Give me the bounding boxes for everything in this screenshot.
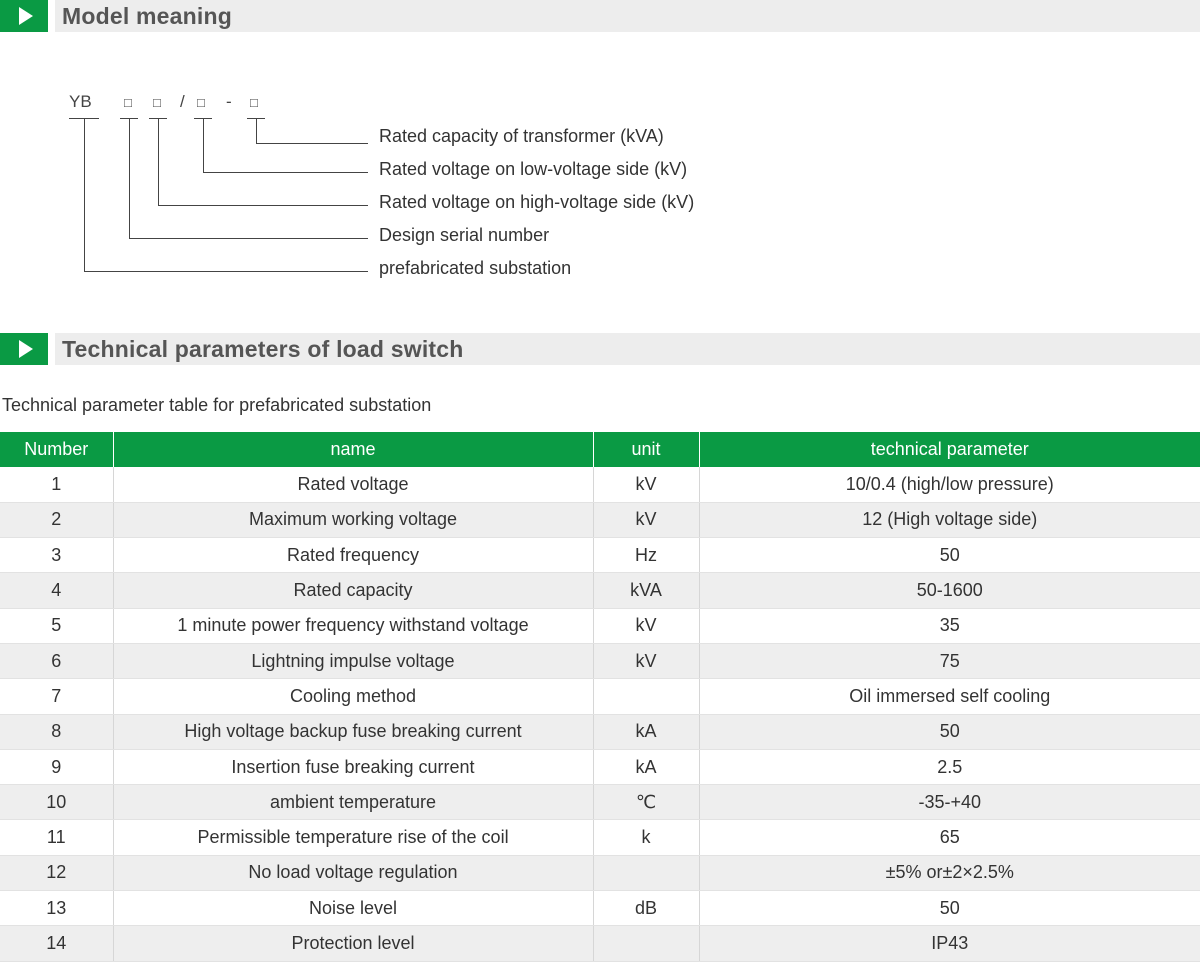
cell-name: Rated frequency	[113, 537, 594, 574]
cell-unit: kV	[593, 467, 700, 503]
legend-prefabricated: prefabricated substation	[379, 258, 572, 278]
cell-value: 35	[699, 608, 1200, 644]
table-caption: Technical parameter table for prefabrica…	[2, 395, 432, 415]
header-name: name	[113, 432, 594, 467]
header-number: Number	[0, 432, 114, 467]
table-row: 11 Permissible temperature rise of the co…	[0, 819, 1200, 856]
cell-value: 50-1600	[699, 572, 1200, 609]
table-row: 2 Maximum working voltage kV 12 (High volta…	[0, 502, 1200, 539]
table-row: 7 Cooling method Oil immersed self cooling	[0, 678, 1200, 715]
play-icon	[0, 333, 48, 365]
table-row: 6 Lightning impulse voltage kV 75	[0, 643, 1200, 680]
cell-number: 4	[0, 572, 114, 609]
cell-value: ±5% or±2×2.5%	[699, 855, 1200, 892]
section-title: Technical parameters of load switch	[62, 335, 464, 362]
table-row: 3 Rated frequency Hz 50	[0, 537, 1200, 574]
table-row: 13 Noise level dB 50	[0, 890, 1200, 927]
cell-value: Oil immersed self cooling	[699, 678, 1200, 715]
legend-low-voltage: Rated voltage on low-voltage side (kV)	[379, 159, 688, 179]
legend-design-serial: Design serial number	[379, 225, 550, 245]
model-prefix: YB	[69, 92, 92, 111]
cell-number: 6	[0, 643, 114, 680]
cell-unit: kV	[593, 643, 700, 680]
header-technical-parameter: technical parameter	[699, 432, 1200, 467]
cell-unit: ℃	[593, 784, 700, 821]
cell-name: Protection level	[113, 925, 594, 962]
table-row: 8 High voltage backup fuse breaking curre…	[0, 714, 1200, 750]
cell-unit: kA	[593, 749, 700, 786]
cell-unit	[593, 678, 700, 715]
cell-number: 12	[0, 855, 114, 892]
cell-name: Insertion fuse breaking current	[113, 749, 594, 786]
cell-unit: kA	[593, 714, 700, 750]
table-row: 1 Rated voltage kV 10/0.4 (high/low pressur…	[0, 467, 1200, 503]
cell-unit	[593, 855, 700, 892]
cell-unit: Hz	[593, 537, 700, 574]
cell-name: No load voltage regulation	[113, 855, 594, 892]
cell-value: 12 (High voltage side)	[699, 502, 1200, 539]
cell-name: High voltage backup fuse breaking curren…	[113, 714, 594, 750]
cell-value: 75	[699, 643, 1200, 680]
code-dash: -	[226, 92, 232, 111]
header-unit: unit	[593, 432, 700, 467]
cell-name: Permissible temperature rise of the coil	[113, 819, 594, 856]
code-slash: /	[180, 92, 185, 111]
legend-rated-capacity: Rated capacity of transformer (kVA)	[379, 126, 664, 146]
cell-number: 9	[0, 749, 114, 786]
cell-name: Cooling method	[113, 678, 594, 715]
cell-name: ambient temperature	[113, 784, 594, 821]
cell-unit	[593, 925, 700, 962]
cell-name: Rated capacity	[113, 572, 594, 609]
cell-unit: kV	[593, 502, 700, 539]
cell-number: 1	[0, 467, 114, 503]
table-row: 12 No load voltage regulation ±5% or±2×2.5…	[0, 855, 1200, 892]
cell-number: 10	[0, 784, 114, 821]
cell-value: -35-+40	[699, 784, 1200, 821]
cell-name: Noise level	[113, 890, 594, 927]
cell-name: Lightning impulse voltage	[113, 643, 594, 680]
technical-parameter-table: Number name unit technical parameter 1 Ra…	[0, 432, 1200, 962]
cell-name: 1 minute power frequency withstand volta…	[113, 608, 594, 644]
cell-value: IP43	[699, 925, 1200, 962]
cell-number: 3	[0, 537, 114, 574]
cell-number: 5	[0, 608, 114, 644]
cell-number: 8	[0, 714, 114, 750]
cell-name: Rated voltage	[113, 467, 594, 503]
cell-number: 13	[0, 890, 114, 927]
cell-value: 50	[699, 537, 1200, 574]
model-code-diagram: YB □ □ / □ - □ Rated capacity of transfo…	[0, 80, 800, 290]
cell-unit: kV	[593, 608, 700, 644]
code-placeholder-box: □	[124, 95, 132, 110]
play-icon	[0, 0, 48, 32]
cell-number: 7	[0, 678, 114, 715]
table-row: 10 ambient temperature ℃ -35-+40	[0, 784, 1200, 821]
cell-value: 2.5	[699, 749, 1200, 786]
cell-value: 50	[699, 890, 1200, 927]
cell-number: 11	[0, 819, 114, 856]
cell-value: 10/0.4 (high/low pressure)	[699, 467, 1200, 503]
code-placeholder-box: □	[250, 95, 258, 110]
table-row: 4 Rated capacity kVA 50-1600	[0, 572, 1200, 609]
cell-number: 2	[0, 502, 114, 539]
section-title: Model meaning	[62, 2, 233, 29]
cell-name: Maximum working voltage	[113, 502, 594, 539]
code-placeholder-box: □	[197, 95, 205, 110]
table-header-row: Number name unit technical parameter	[0, 432, 1200, 467]
cell-unit: kVA	[593, 572, 700, 609]
cell-number: 14	[0, 925, 114, 962]
cell-unit: dB	[593, 890, 700, 927]
legend-high-voltage: Rated voltage on high-voltage side (kV)	[379, 192, 695, 212]
table-row: 14 Protection level IP43	[0, 925, 1200, 962]
cell-value: 50	[699, 714, 1200, 750]
table-row: 9 Insertion fuse breaking current kA 2.5	[0, 749, 1200, 786]
cell-value: 65	[699, 819, 1200, 856]
section-header-technical-parameters: Technical parameters of load switch	[0, 333, 1200, 365]
section-header-model-meaning: Model meaning	[0, 0, 1200, 32]
code-placeholder-box: □	[153, 95, 161, 110]
cell-unit: k	[593, 819, 700, 856]
